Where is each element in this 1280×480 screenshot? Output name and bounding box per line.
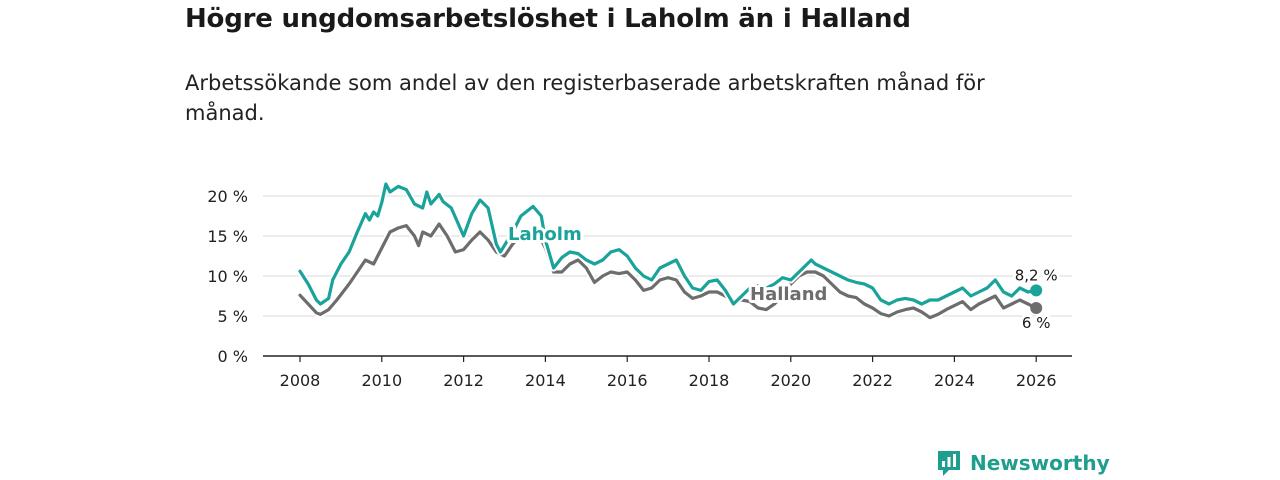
end-point-halland: [1030, 302, 1043, 314]
series-label-halland: Halland: [750, 284, 827, 305]
chart-subtitle: Arbetssökande som andel av den registerb…: [185, 71, 985, 125]
y-tick-label: 0 %: [218, 347, 248, 366]
series-label-laholm-halo: Laholm: [508, 224, 582, 245]
x-tick-label: 2024: [934, 371, 975, 390]
series-line-laholm: [298, 182, 1038, 306]
series-lines: [296, 180, 1043, 322]
end-label-halland-halo: 6 %: [1022, 314, 1051, 332]
series-line-halo-laholm: [296, 180, 1040, 308]
x-tick-label: 2016: [607, 371, 648, 390]
x-tick-label: 2014: [525, 371, 566, 390]
x-tick-label: 2018: [689, 371, 730, 390]
x-tick-label: 2022: [852, 371, 893, 390]
end-label-halland: 6 %: [1022, 314, 1051, 332]
y-tick-label: 20 %: [207, 187, 248, 206]
x-tick-label: 2026: [1016, 371, 1057, 390]
axes: 0 % 5 % 10 % 15 % 20 % 2008 2010 2012 2014 2016 20…: [207, 187, 1072, 390]
chart-title: Högre ungdomsarbetslöshet i Laholm än i …: [185, 4, 911, 34]
end-point-laholm: [1030, 284, 1043, 297]
brand-name: Newsworthy: [970, 451, 1110, 475]
x-tick-label: 2012: [443, 371, 484, 390]
newsworthy-icon: [938, 451, 960, 476]
y-tick-label: 10 %: [207, 267, 248, 286]
x-tick-label: 2010: [361, 371, 402, 390]
x-tick-label: 2008: [280, 371, 321, 390]
series-label-laholm: Laholm: [508, 224, 582, 245]
end-label-laholm-halo: 8,2 %: [1015, 266, 1058, 284]
x-tick-label: 2020: [770, 371, 811, 390]
series-line-halland: [298, 222, 1038, 320]
end-label-laholm: 8,2 %: [1015, 266, 1058, 284]
gridlines: [263, 195, 1072, 317]
y-tick-label: 15 %: [207, 227, 248, 246]
newsworthy-logo: Newsworthy: [936, 449, 1110, 477]
y-tick-label: 5 %: [218, 307, 248, 326]
series-label-halland-halo: Halland: [750, 284, 827, 305]
